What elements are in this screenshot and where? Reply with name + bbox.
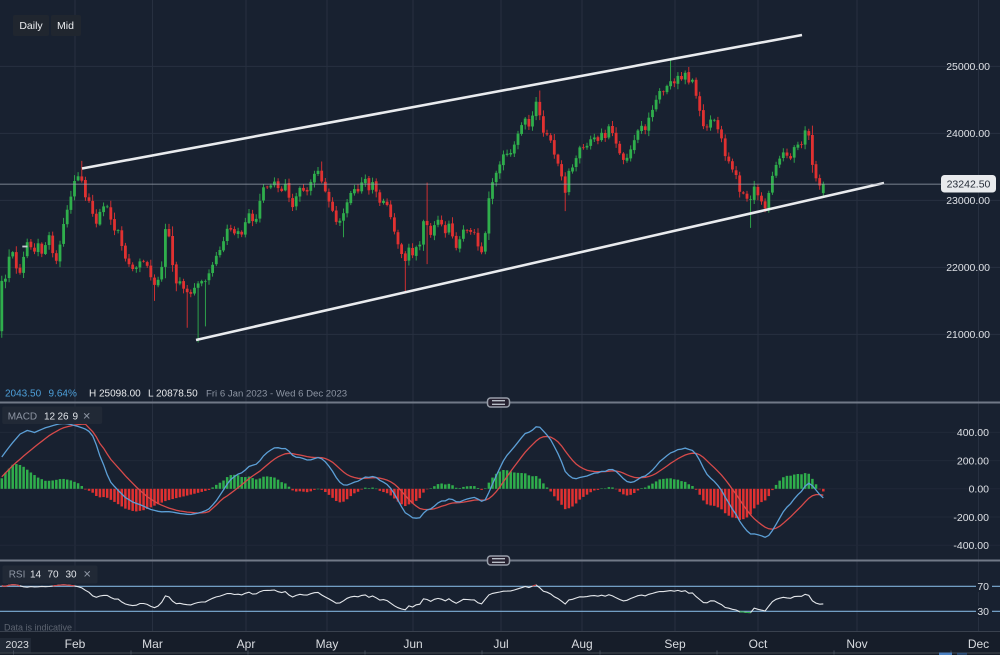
svg-text:Oct: Oct: [749, 637, 768, 651]
svg-text:✕: ✕: [83, 570, 91, 581]
svg-text:Aug: Aug: [571, 637, 592, 651]
svg-text:25000.00: 25000.00: [946, 61, 990, 73]
svg-text:H 25098.00: H 25098.00: [89, 389, 141, 400]
svg-text:26: 26: [58, 412, 70, 423]
svg-text:2043.50: 2043.50: [5, 389, 42, 400]
svg-text:✕: ✕: [83, 412, 91, 423]
svg-text:12: 12: [44, 412, 56, 423]
svg-text:Nov: Nov: [846, 637, 867, 651]
svg-text:2023: 2023: [6, 639, 30, 651]
svg-text:May: May: [316, 637, 339, 651]
svg-text:Daily: Daily: [19, 20, 43, 32]
svg-text:23242.50: 23242.50: [947, 179, 991, 191]
svg-text:Apr: Apr: [237, 637, 256, 651]
svg-text:23000.00: 23000.00: [946, 195, 990, 207]
svg-text:21000.00: 21000.00: [946, 329, 990, 341]
svg-text:Mid: Mid: [57, 20, 74, 32]
svg-text:22000.00: 22000.00: [946, 262, 990, 274]
svg-text:Dec: Dec: [968, 637, 989, 651]
svg-text:MACD: MACD: [8, 412, 37, 423]
svg-text:0.00: 0.00: [969, 484, 990, 496]
svg-text:Sep: Sep: [664, 637, 686, 651]
svg-text:Feb: Feb: [65, 637, 86, 651]
svg-text:400.00: 400.00: [957, 427, 989, 439]
svg-text:9.64%: 9.64%: [49, 389, 77, 400]
svg-text:24000.00: 24000.00: [946, 128, 990, 140]
svg-text:Data is indicative: Data is indicative: [4, 623, 72, 633]
svg-text:30: 30: [977, 606, 989, 618]
svg-text:Fri 6 Jan 2023 - Wed 6 Dec 202: Fri 6 Jan 2023 - Wed 6 Dec 2023: [206, 389, 347, 400]
svg-text:200.00: 200.00: [957, 455, 989, 467]
svg-text:-200.00: -200.00: [953, 512, 989, 524]
svg-text:-400.00: -400.00: [953, 540, 989, 552]
svg-text:70: 70: [48, 570, 60, 581]
svg-text:Mar: Mar: [142, 637, 163, 651]
svg-text:30: 30: [66, 570, 78, 581]
svg-text:Jun: Jun: [403, 637, 422, 651]
svg-text:14: 14: [30, 570, 42, 581]
svg-text:9: 9: [73, 412, 79, 423]
svg-text:70: 70: [977, 581, 989, 593]
svg-text:Jul: Jul: [493, 637, 508, 651]
svg-text:RSI: RSI: [9, 570, 26, 581]
svg-text:L 20878.50: L 20878.50: [148, 389, 198, 400]
